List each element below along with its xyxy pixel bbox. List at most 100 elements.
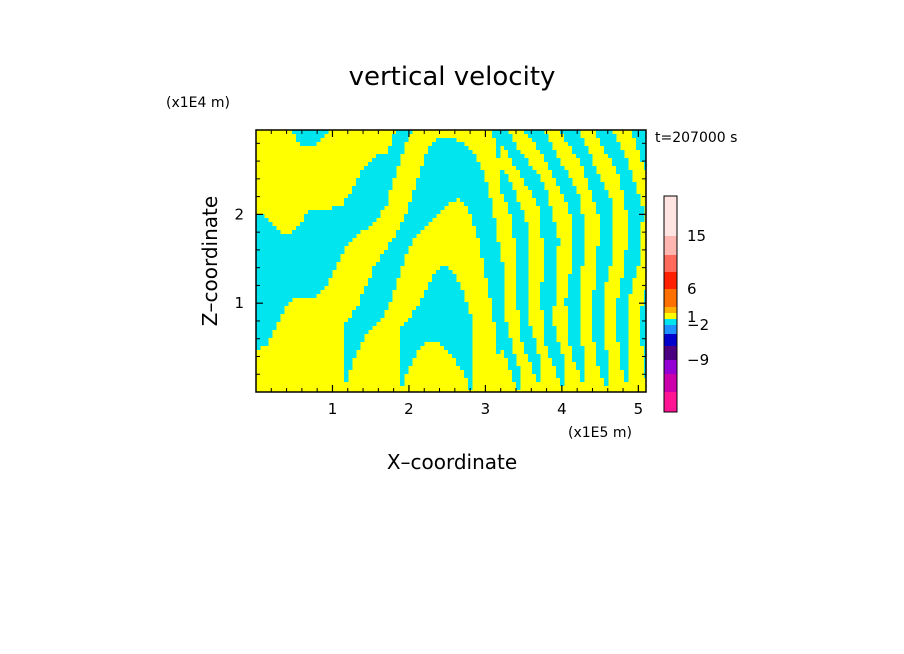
heatmap-band bbox=[580, 138, 585, 166]
heatmap-band bbox=[428, 146, 433, 222]
heatmap-band bbox=[292, 230, 297, 298]
heatmap-band bbox=[432, 274, 437, 342]
heatmap-band bbox=[548, 142, 553, 170]
heatmap-band bbox=[436, 138, 441, 214]
heatmap-band bbox=[596, 174, 601, 214]
heatmap-band bbox=[256, 214, 261, 350]
heatmap-band bbox=[564, 298, 569, 306]
heatmap-band bbox=[460, 142, 465, 202]
heatmap-band bbox=[432, 142, 437, 218]
heatmap-band bbox=[576, 130, 581, 158]
heatmap-band bbox=[372, 266, 377, 326]
heatmap-band bbox=[316, 210, 321, 294]
heatmap-band bbox=[364, 166, 369, 230]
colorbar-tick-label: 6 bbox=[687, 280, 697, 298]
heatmap-band bbox=[540, 282, 545, 310]
heatmap-band bbox=[556, 342, 561, 378]
heatmap-band bbox=[552, 222, 557, 306]
colorbar-segment bbox=[664, 374, 677, 392]
heatmap-band bbox=[524, 222, 529, 354]
heatmap-band bbox=[360, 170, 365, 230]
y-unit-label: (x1E4 m) bbox=[166, 95, 230, 111]
heatmap-band bbox=[408, 318, 413, 366]
heatmap-band bbox=[632, 130, 637, 138]
heatmap-band bbox=[452, 138, 457, 202]
heatmap-band bbox=[352, 186, 357, 238]
heatmap-band bbox=[276, 230, 281, 322]
heatmap-band bbox=[580, 346, 585, 382]
heatmap-band bbox=[496, 130, 501, 158]
heatmap-band bbox=[516, 366, 521, 390]
heatmap-band bbox=[448, 138, 453, 202]
colorbar-segment bbox=[664, 313, 677, 319]
heatmap-band bbox=[296, 226, 301, 298]
heatmap-band bbox=[568, 274, 573, 346]
heatmap-band bbox=[544, 134, 549, 162]
heatmap-band bbox=[464, 146, 469, 206]
heatmap-band bbox=[548, 206, 553, 358]
heatmap-band bbox=[320, 210, 325, 290]
heatmap-band bbox=[632, 182, 637, 278]
heatmap-band bbox=[624, 158, 629, 210]
heatmap-band bbox=[400, 222, 405, 266]
heatmap-band bbox=[412, 310, 417, 358]
x-tick-label: 2 bbox=[404, 400, 414, 418]
heatmap-band bbox=[348, 318, 353, 370]
heatmap-band bbox=[260, 214, 265, 346]
heatmap-band bbox=[428, 282, 433, 342]
heatmap-band bbox=[540, 182, 545, 238]
heatmap-band bbox=[580, 214, 585, 266]
heatmap-band bbox=[368, 278, 373, 330]
y-tick-label: 2 bbox=[234, 205, 244, 223]
heatmap-band bbox=[272, 226, 277, 330]
heatmap-band bbox=[560, 354, 565, 386]
colorbar-segment bbox=[664, 334, 677, 346]
heatmap-band bbox=[596, 130, 601, 138]
heatmap-band bbox=[576, 194, 581, 370]
heatmap-band bbox=[616, 142, 621, 174]
heatmap-band bbox=[528, 326, 533, 362]
heatmap-band bbox=[600, 130, 605, 146]
heatmap-band bbox=[528, 130, 533, 138]
heatmap-band bbox=[344, 322, 349, 382]
heatmap-band bbox=[300, 222, 305, 298]
heatmap-band bbox=[512, 142, 517, 166]
colorbar-segment bbox=[664, 272, 677, 289]
heatmap-band bbox=[336, 206, 341, 262]
heatmap-band bbox=[620, 278, 625, 370]
heatmap-band bbox=[552, 150, 557, 178]
heatmap-band bbox=[500, 130, 505, 146]
heatmap-band bbox=[524, 158, 529, 186]
heatmap-band bbox=[468, 150, 473, 214]
heatmap-band bbox=[408, 202, 413, 246]
heatmap-band bbox=[388, 242, 393, 302]
heatmap-band bbox=[440, 138, 445, 210]
heatmap-band bbox=[292, 130, 297, 134]
heatmap-band bbox=[352, 310, 357, 358]
heatmap-band bbox=[408, 130, 413, 134]
heatmap-band bbox=[516, 150, 521, 170]
heatmap-band bbox=[524, 130, 529, 134]
heatmap-band bbox=[516, 202, 521, 310]
heatmap-field bbox=[256, 130, 646, 392]
heatmap-band bbox=[504, 322, 509, 358]
heatmap-band bbox=[404, 214, 409, 254]
heatmap-band bbox=[640, 306, 645, 346]
colorbar-segment bbox=[664, 360, 677, 374]
heatmap-band bbox=[312, 210, 317, 298]
colorbar-segment bbox=[664, 289, 677, 307]
heatmap-band bbox=[564, 170, 569, 202]
heatmap-band bbox=[556, 158, 561, 186]
heatmap-band bbox=[392, 134, 397, 178]
heatmap-band bbox=[584, 146, 589, 178]
heatmap-band bbox=[536, 354, 541, 382]
heatmap-band bbox=[420, 166, 425, 230]
y-tick-label: 1 bbox=[234, 294, 244, 312]
heatmap-band bbox=[464, 302, 469, 378]
x-tick-label: 4 bbox=[557, 400, 567, 418]
heatmap-band bbox=[636, 194, 641, 266]
x-tick-label: 5 bbox=[634, 400, 644, 418]
colorbar-segment bbox=[664, 325, 677, 334]
heatmap-band bbox=[380, 154, 385, 210]
heatmap-band bbox=[644, 130, 646, 170]
